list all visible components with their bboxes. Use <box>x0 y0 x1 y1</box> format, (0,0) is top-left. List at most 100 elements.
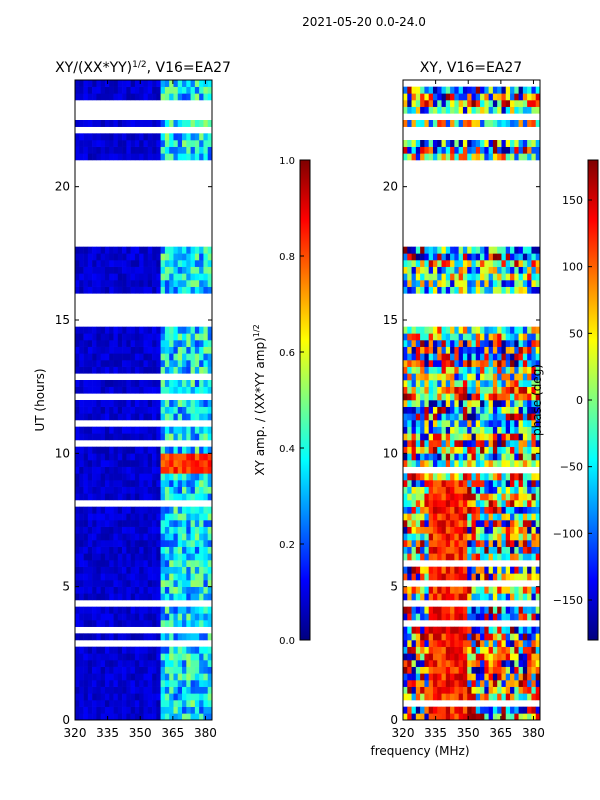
phase-cell <box>492 646 498 654</box>
phase-cell <box>454 146 459 154</box>
phase-cell <box>475 280 481 287</box>
amplitude-cell <box>186 426 191 434</box>
amplitude-cell <box>139 140 144 147</box>
phase-cell <box>428 373 434 381</box>
phase-cell <box>411 593 417 601</box>
phase-cell <box>437 346 442 354</box>
amplitude-cell <box>152 93 157 101</box>
phase-cell <box>454 506 459 514</box>
phase-cell <box>441 140 447 147</box>
phase-cell <box>484 460 489 467</box>
phase-cell <box>432 393 438 401</box>
amplitude-cell <box>117 526 123 534</box>
phase-cell <box>424 373 429 381</box>
amplitude-cell <box>190 566 196 574</box>
amplitude-cell <box>104 660 110 667</box>
phase-cell <box>450 666 455 674</box>
phase-cell <box>505 333 511 341</box>
amplitude-cell <box>96 413 101 421</box>
phase-cell <box>484 433 489 441</box>
phase-cell <box>488 380 494 387</box>
phase-cell <box>467 626 472 634</box>
amplitude-cell <box>207 673 213 681</box>
phase-cell <box>471 140 477 147</box>
amplitude-cell <box>126 453 131 461</box>
amplitude-cell <box>143 93 149 101</box>
phase-cell <box>527 513 532 521</box>
amplitude-cell <box>156 520 161 527</box>
amplitude-cell <box>87 680 93 687</box>
phase-cell <box>437 606 442 614</box>
phase-cell <box>535 713 541 721</box>
phase-cell <box>471 266 477 274</box>
phase-cell <box>415 486 421 494</box>
phase-cell <box>497 553 502 561</box>
amplitude-cell <box>139 380 144 387</box>
phase-cell <box>403 373 408 381</box>
amplitude-cell <box>79 613 84 621</box>
amplitude-cell <box>152 360 157 367</box>
phase-cell <box>480 353 485 361</box>
phase-cell <box>450 706 455 714</box>
phase-cell <box>467 413 472 421</box>
amplitude-cell <box>203 266 209 274</box>
phase-cell <box>432 426 438 434</box>
amplitude-cell <box>152 333 157 341</box>
phase-cell <box>522 333 528 341</box>
phase-cell <box>403 480 408 487</box>
amplitude-cell <box>117 540 123 547</box>
amplitude-cell <box>126 266 131 274</box>
phase-cell <box>467 460 472 467</box>
amplitude-cell <box>143 566 149 574</box>
amplitude-cell <box>83 366 89 374</box>
phase-cell <box>407 540 412 547</box>
phase-cell <box>458 633 464 641</box>
amplitude-cell <box>199 513 204 521</box>
amplitude-cell <box>104 273 110 281</box>
phase-cell <box>492 480 498 487</box>
amplitude-cell <box>160 480 166 487</box>
phase-cell <box>518 146 524 154</box>
amplitude-cell <box>160 86 166 94</box>
phase-cell <box>407 453 412 461</box>
amplitude-cell <box>75 680 80 687</box>
amplitude-cell <box>203 613 209 621</box>
amplitude-cell <box>130 526 136 534</box>
amplitude-cell <box>169 353 174 361</box>
amplitude-cell <box>147 413 153 421</box>
phase-cell <box>428 266 434 274</box>
amplitude-cell <box>164 606 170 614</box>
amplitude-cell <box>143 433 149 441</box>
amplitude-cell <box>79 380 84 387</box>
phase-cell <box>407 106 412 114</box>
amplitude-cell <box>96 686 101 694</box>
amplitude-cell <box>79 413 84 421</box>
amplitude-cell <box>164 426 170 434</box>
phase-cell <box>450 153 455 161</box>
phase-cell <box>428 593 434 601</box>
amplitude-cell <box>143 526 149 534</box>
amplitude-cell <box>160 593 166 601</box>
phase-cell <box>488 626 494 634</box>
phase-cell <box>458 686 464 694</box>
amplitude-cell <box>169 606 174 614</box>
phase-cell <box>462 440 468 447</box>
phase-cell <box>450 246 455 254</box>
phase-cell <box>415 346 421 354</box>
phase-cell <box>424 340 429 347</box>
phase-cell <box>475 540 481 547</box>
amplitude-cell <box>186 686 191 694</box>
phase-cell <box>454 486 459 494</box>
amplitude-cell <box>199 273 204 281</box>
amplitude-cell <box>152 453 157 461</box>
amplitude-cell <box>207 486 213 494</box>
phase-cell <box>437 626 442 634</box>
amplitude-cell <box>139 533 144 541</box>
amplitude-cell <box>87 526 93 534</box>
amplitude-cell <box>92 146 97 154</box>
amplitude-cell <box>199 666 204 674</box>
amplitude-cell <box>134 593 140 601</box>
phase-cell <box>467 493 472 501</box>
amplitude-cell <box>100 680 106 687</box>
amplitude-cell <box>75 513 80 521</box>
